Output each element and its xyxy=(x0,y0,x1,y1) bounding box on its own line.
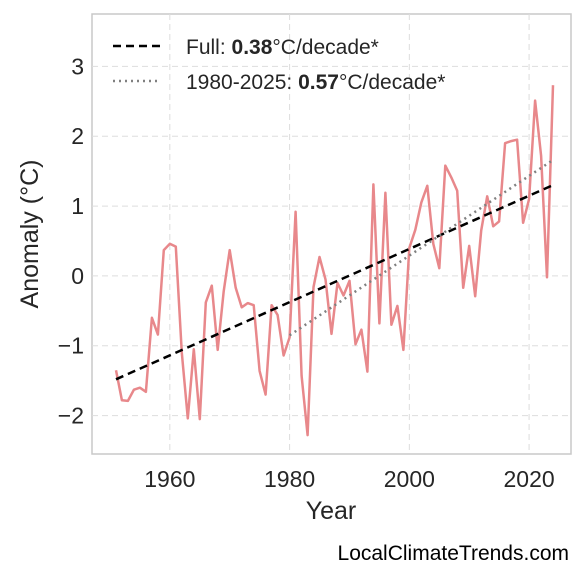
anomaly-series-line xyxy=(114,85,555,437)
y-tick-label: 3 xyxy=(71,53,84,79)
series-layer xyxy=(114,85,555,437)
plot-frame xyxy=(91,13,572,455)
legend-full-prefix: Full: xyxy=(186,36,232,59)
legend-label-full: Full: 0.38°C/decade* xyxy=(186,36,379,59)
x-tick-label: 1980 xyxy=(264,466,315,492)
legend-1980-prefix: 1980-2025: xyxy=(186,71,298,94)
x-tick-label: 1960 xyxy=(144,466,195,492)
x-tick-label: 2000 xyxy=(384,466,435,492)
y-tick-label: −1 xyxy=(58,333,84,359)
x-axis-label: Year xyxy=(306,497,357,525)
x-tick-label: 2020 xyxy=(504,466,555,492)
watermark: LocalClimateTrends.com xyxy=(338,542,569,565)
trend-line xyxy=(115,183,554,381)
y-tick-label: −2 xyxy=(58,403,84,429)
legend-full-suffix: °C/decade* xyxy=(272,36,378,59)
y-tick-labels: −2 −1 0 1 2 3 xyxy=(58,53,84,428)
y-tick-label: 1 xyxy=(71,193,84,219)
legend-1980-suffix: °C/decade* xyxy=(339,71,445,94)
y-tick-label: 2 xyxy=(71,123,84,149)
legend-label-1980-2025: 1980-2025: 0.57°C/decade* xyxy=(186,71,445,94)
legend-full-value: 0.38 xyxy=(232,36,273,59)
grid xyxy=(92,14,571,454)
y-tick-label: 0 xyxy=(71,263,84,289)
y-axis-label: Anomaly (°C) xyxy=(16,160,44,309)
legend: Full: 0.38°C/decade* 1980-2025: 0.57°C/d… xyxy=(113,36,445,94)
legend-1980-value: 0.57 xyxy=(298,71,339,94)
x-tick-labels: 1960 1980 2000 2020 xyxy=(144,466,554,492)
